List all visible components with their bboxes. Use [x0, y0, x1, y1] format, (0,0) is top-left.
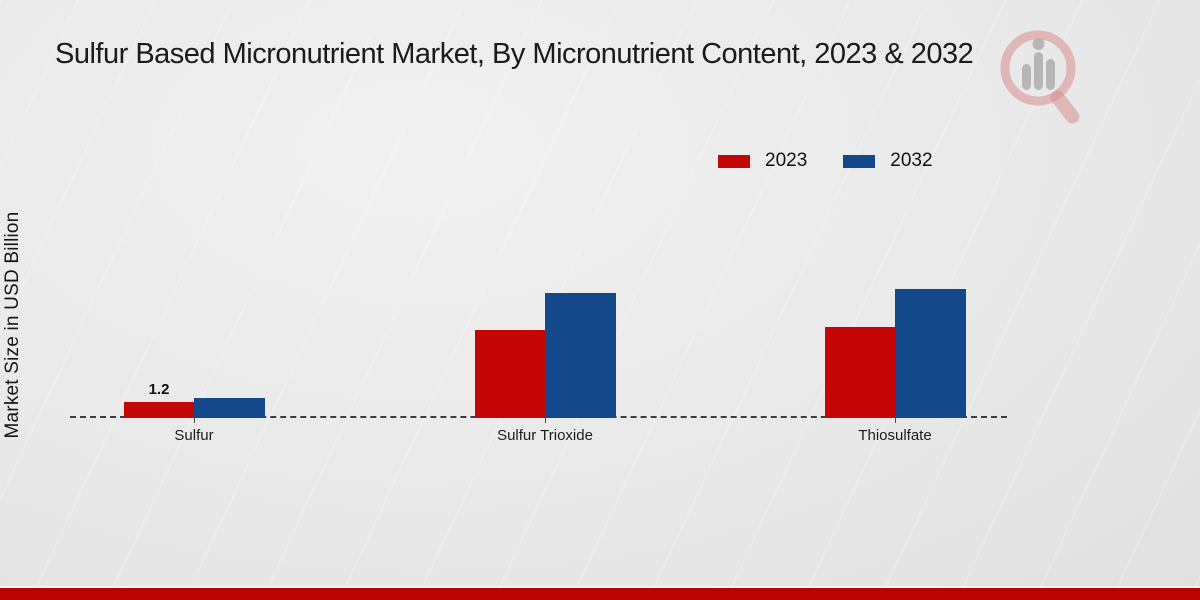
- x-tick-label-sulfur-trioxide: Sulfur Trioxide: [497, 427, 593, 444]
- bar-2023-sulfur-trioxide: [474, 330, 545, 418]
- bar-2023-thiosulfate: [824, 327, 895, 418]
- legend-label-2032: 2032: [890, 150, 933, 171]
- bar-2032-sulfur: [194, 398, 265, 418]
- footer-brand-bar: [0, 588, 1200, 600]
- chart-title: Sulfur Based Micronutrient Market, By Mi…: [55, 38, 974, 70]
- x-axis-tick: [194, 418, 195, 423]
- legend-swatch-2023: [718, 154, 750, 168]
- x-axis-tick: [545, 418, 546, 423]
- x-axis-tick: [895, 418, 896, 423]
- footer-separator: [0, 586, 1200, 588]
- x-tick-label-thiosulfate: Thiosulfate: [858, 427, 932, 444]
- y-axis-title: Market Size in USD Billion: [2, 211, 23, 439]
- bar-2023-sulfur: [123, 402, 194, 418]
- legend: 2023 2032: [718, 150, 933, 172]
- x-tick-label-sulfur: Sulfur: [174, 427, 214, 444]
- bar-2032-sulfur-trioxide: [545, 293, 616, 418]
- legend-label-2023: 2023: [765, 150, 808, 171]
- legend-item-2023: 2023: [718, 150, 807, 172]
- magnifier-bar-chart-logo-icon: [998, 26, 1088, 126]
- legend-swatch-2032: [843, 154, 876, 168]
- bar-value-label: 1.2: [148, 381, 170, 398]
- legend-item-2032: 2032: [843, 150, 933, 172]
- bar-2032-thiosulfate: [895, 289, 966, 418]
